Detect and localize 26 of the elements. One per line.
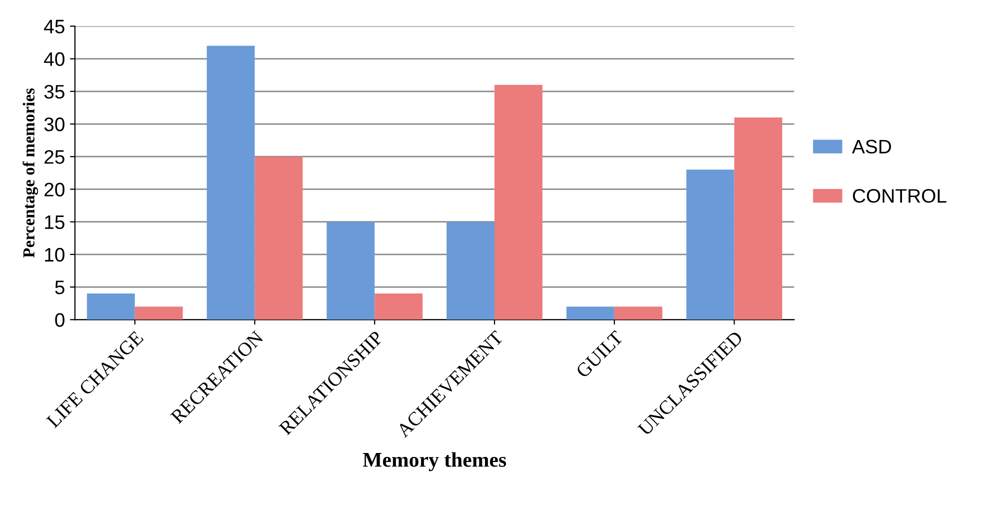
bar — [86, 294, 135, 320]
legend-label: CONTROL — [852, 188, 946, 203]
bar — [494, 84, 542, 320]
y-axis-title: Percentage of memories — [22, 88, 38, 258]
y-tick-label: 15 — [45, 215, 64, 230]
bar — [206, 46, 255, 320]
y-tick-label: 5 — [55, 280, 64, 294]
bar — [686, 170, 734, 320]
y-tick-label: 30 — [44, 117, 64, 132]
y-tick-label: 25 — [44, 150, 64, 164]
y-tick-label: 35 — [44, 84, 64, 99]
bar — [134, 306, 183, 320]
bar — [254, 156, 303, 320]
y-tick-label: 45 — [44, 20, 64, 34]
y-tick-label: 0 — [55, 313, 64, 327]
bar — [446, 222, 495, 320]
legend-label: ASD — [852, 140, 892, 154]
bar — [326, 222, 375, 320]
x-axis-title: Memory themes — [362, 452, 506, 472]
bar — [734, 117, 782, 320]
bar — [374, 294, 423, 320]
bar — [566, 306, 614, 320]
y-tick-label: 40 — [44, 52, 64, 66]
bar — [614, 306, 662, 320]
y-tick-label: 20 — [44, 182, 64, 196]
y-tick-label: 10 — [45, 248, 64, 262]
